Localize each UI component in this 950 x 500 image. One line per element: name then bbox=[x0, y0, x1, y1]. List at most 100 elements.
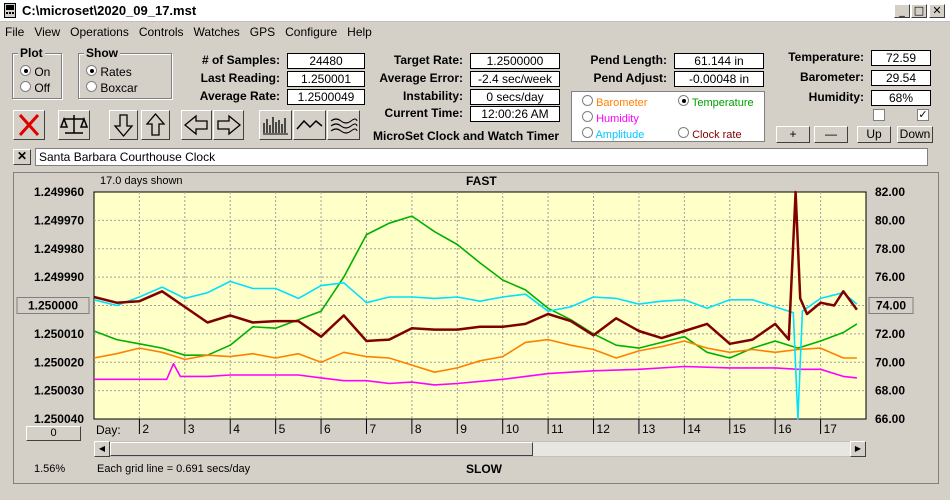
grid-layer bbox=[93, 191, 867, 420]
x-tick-label: 12 bbox=[597, 422, 611, 436]
target-rate-value: 1.2500000 bbox=[470, 53, 560, 69]
plot-on-radio[interactable]: On bbox=[20, 65, 50, 79]
show-rates-label: Rates bbox=[100, 65, 132, 79]
current-time-value: 12:00:26 AM bbox=[470, 106, 560, 122]
x-tick-label: 10 bbox=[506, 422, 520, 436]
right-tick-label: 76.00 bbox=[875, 270, 905, 284]
plot-off-label: Off bbox=[34, 81, 51, 95]
close-clock-button[interactable]: ✕ bbox=[13, 149, 31, 165]
menu-controls[interactable]: Controls bbox=[138, 25, 184, 39]
menu-gps[interactable]: GPS bbox=[249, 25, 276, 39]
show-rates-radio[interactable]: Rates bbox=[86, 65, 132, 79]
barometer-radio[interactable]: Barometer bbox=[582, 95, 647, 109]
barometer-series-line bbox=[93, 338, 857, 373]
minimize-button[interactable]: _ bbox=[894, 4, 910, 18]
scroll-left-arrow[interactable]: ◀ bbox=[94, 441, 110, 457]
scroll-right-arrow[interactable]: ▶ bbox=[850, 441, 866, 457]
radio-indicator bbox=[582, 111, 593, 122]
right-tick-label: 82.00 bbox=[875, 185, 905, 199]
x-tick-label: 16 bbox=[778, 422, 792, 436]
menu-help[interactable]: Help bbox=[347, 25, 372, 39]
balance-button[interactable] bbox=[58, 110, 90, 140]
scroll-plot-left-button[interactable] bbox=[181, 110, 212, 140]
barometer-label: Barometer: bbox=[799, 70, 864, 84]
plot-off-radio[interactable]: Off bbox=[20, 81, 50, 95]
radio-indicator bbox=[20, 81, 31, 92]
menu-watches[interactable]: Watches bbox=[193, 25, 240, 39]
arrow-right-icon bbox=[217, 114, 242, 136]
sensor-selector-box bbox=[571, 91, 765, 142]
x-tick-label: 15 bbox=[733, 422, 747, 436]
arrow-down-icon bbox=[113, 114, 134, 138]
right-tick-label: 68.00 bbox=[875, 384, 905, 398]
x-tick-label: 13 bbox=[642, 422, 656, 436]
scroll-down-button[interactable]: Down bbox=[897, 126, 933, 143]
pend-length-value: 61.144 in bbox=[674, 53, 764, 69]
show-boxcar-label: Boxcar bbox=[100, 81, 138, 95]
scroll-up-button[interactable]: Up bbox=[857, 126, 891, 143]
rate-series-line bbox=[93, 190, 858, 346]
line-plot-button[interactable] bbox=[293, 110, 326, 140]
menu-operations[interactable]: Operations bbox=[70, 25, 129, 39]
reset-zero-button[interactable]: 0 bbox=[26, 426, 81, 441]
chart-panel bbox=[13, 172, 939, 484]
right-axis-highlight bbox=[868, 297, 914, 314]
radio-indicator bbox=[582, 95, 593, 106]
humidity-value: 68% bbox=[871, 90, 931, 106]
red-x-icon bbox=[18, 113, 40, 137]
slow-label: SLOW bbox=[466, 462, 502, 476]
checkbox-right-checked[interactable]: ✓ bbox=[917, 109, 929, 121]
radio-indicator bbox=[86, 81, 97, 92]
scroll-plot-up-button[interactable] bbox=[141, 110, 170, 140]
x-tick-label: 2 bbox=[142, 422, 149, 436]
checkbox-left[interactable] bbox=[873, 109, 885, 121]
smooth-plot-button[interactable] bbox=[327, 110, 360, 140]
x-tick-label: 6 bbox=[324, 422, 331, 436]
amplitude-series-line bbox=[93, 280, 858, 420]
menu-file[interactable]: File bbox=[5, 25, 25, 39]
scroll-plot-down-button[interactable] bbox=[109, 110, 138, 140]
zoom-in-button[interactable]: + bbox=[776, 126, 810, 143]
x-tick-label: 5 bbox=[279, 422, 286, 436]
arrow-left-icon bbox=[183, 114, 208, 136]
show-group bbox=[78, 53, 172, 99]
x-tick-label: 11 bbox=[551, 422, 564, 436]
bar-plot-button[interactable] bbox=[259, 110, 292, 140]
left-tick-label: 1.250020 bbox=[34, 355, 84, 369]
show-boxcar-radio[interactable]: Boxcar bbox=[86, 81, 138, 95]
instability-value: 0 secs/day bbox=[470, 89, 560, 105]
pend-length-label: Pend Length: bbox=[590, 53, 667, 67]
menu-configure[interactable]: Configure bbox=[285, 25, 338, 39]
right-tick-label: 80.00 bbox=[875, 213, 905, 227]
radio-indicator bbox=[86, 65, 97, 76]
right-tick-label: 78.00 bbox=[875, 242, 905, 256]
maximize-button[interactable]: □ bbox=[911, 4, 927, 18]
average-rate-value: 1.2500049 bbox=[287, 89, 365, 105]
instability-label: Instability: bbox=[402, 89, 463, 103]
close-window-button[interactable]: ✕ bbox=[929, 4, 945, 18]
humidity-radio[interactable]: Humidity bbox=[582, 111, 639, 125]
temperature-radio[interactable]: Temperature bbox=[678, 95, 754, 109]
temperature-value: 72.59 bbox=[871, 50, 931, 66]
amplitude-radio[interactable]: Amplitude bbox=[582, 127, 644, 141]
scrollbar-thumb[interactable] bbox=[110, 442, 533, 456]
scroll-plot-right-button[interactable] bbox=[213, 110, 244, 140]
clock-name-field[interactable]: Santa Barbara Courthouse Clock bbox=[35, 148, 928, 166]
axis-layer: 1.249960 82.00 1.249970 80.00 1.249980 78.00 1… bbox=[16, 185, 914, 436]
amplitude-option-label: Amplitude bbox=[595, 129, 645, 141]
temperature-option-label: Temperature bbox=[691, 97, 754, 109]
left-tick-label: 1.250030 bbox=[34, 384, 84, 398]
zoom-out-button[interactable]: — bbox=[814, 126, 848, 143]
app-caption: MicroSet Clock and Watch Timer bbox=[373, 129, 560, 143]
percent-readout: 1.56% bbox=[34, 463, 66, 475]
left-tick-label: 1.249970 bbox=[34, 213, 84, 227]
clock-rate-radio[interactable]: Clock rate bbox=[678, 127, 742, 141]
clear-button[interactable] bbox=[13, 110, 45, 140]
x-tick-label: 17 bbox=[824, 422, 838, 436]
menu-view[interactable]: View bbox=[34, 25, 61, 39]
x-tick-label: 9 bbox=[460, 422, 467, 436]
x-tick-label: 3 bbox=[188, 422, 195, 436]
temperature-label: Temperature: bbox=[788, 50, 864, 64]
left-tick-label: 1.250040 bbox=[34, 412, 84, 426]
